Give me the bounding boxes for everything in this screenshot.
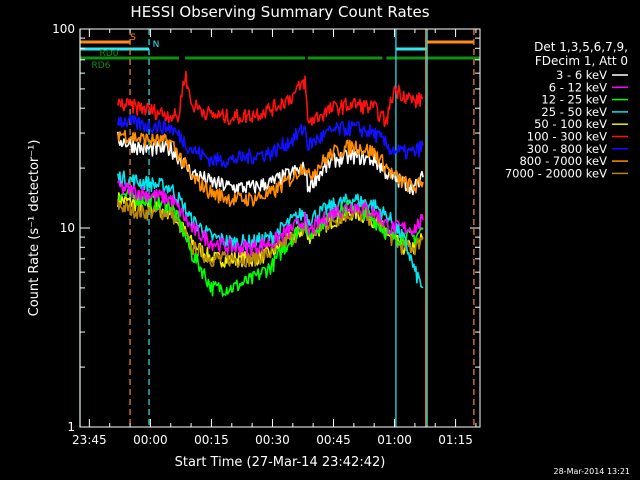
state-label-s: S [130, 33, 136, 43]
legend-entry-5: 50 - 100 keV [534, 117, 607, 131]
y-axis-label: Count Rate (s⁻¹ detector⁻¹) [27, 140, 42, 317]
series-line-6 [117, 70, 424, 128]
series-line-2 [117, 179, 424, 257]
chart-title: HESSI Observing Summary Count Rates [130, 3, 429, 21]
legend-entry-4: 25 - 50 keV [541, 105, 607, 119]
series-line-7 [117, 114, 424, 168]
legend-header-line-2: FDecim 1, Att 0 [535, 54, 628, 68]
axes: 23:45 00:00 00:15 00:30 00:45 01:00 01:15 1 10 10… [52, 22, 480, 447]
x-tick-label-4: 00:30 [255, 433, 290, 447]
x-axis-label: Start Time (27-Mar-14 23:42:42) [175, 455, 386, 470]
state-label-rd6: RD6 [92, 61, 111, 71]
series-line-8 [117, 129, 424, 208]
x-tick-label-2: 00:00 [133, 433, 168, 447]
y-tick-label-2: 10 [60, 221, 75, 235]
x-tick-label-7: 01:15 [438, 433, 473, 447]
x-tick-label-1: 23:45 [72, 433, 107, 447]
legend-entry-2: 6 - 12 keV [549, 80, 607, 94]
legend-entry-9: 7000 - 20000 keV [505, 166, 607, 180]
x-tick-label-6: 01:00 [377, 433, 412, 447]
plot-date-stamp: 28-Mar-2014 13:21 [554, 467, 631, 476]
legend-entry-6: 100 - 300 keV [527, 130, 607, 144]
series-line-3 [117, 188, 424, 297]
state-bars: S N RD0 RD6 [80, 33, 480, 71]
legend: Det 1,3,5,6,7,9, FDecim 1, Att 0 3 - 6 k… [505, 40, 628, 180]
legend-entry-1: 3 - 6 keV [556, 68, 607, 82]
x-tick-label-3: 00:15 [194, 433, 229, 447]
series-line-1 [117, 131, 424, 196]
y-tick-label-3: 100 [52, 22, 75, 36]
data-series [117, 70, 424, 297]
state-label-n: N [153, 40, 160, 50]
y-tick-label-1: 1 [67, 420, 75, 434]
legend-entry-3: 12 - 25 keV [541, 93, 607, 107]
legend-header-line-1: Det 1,3,5,6,7,9, [534, 40, 628, 54]
legend-entry-7: 300 - 800 keV [527, 142, 607, 156]
x-tick-label-5: 00:45 [316, 433, 351, 447]
legend-entry-8: 800 - 7000 keV [519, 154, 607, 168]
state-label-rd0: RD0 [100, 49, 119, 59]
